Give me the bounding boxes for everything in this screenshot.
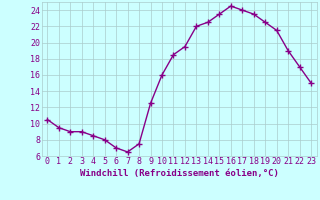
X-axis label: Windchill (Refroidissement éolien,°C): Windchill (Refroidissement éolien,°C) — [80, 169, 279, 178]
